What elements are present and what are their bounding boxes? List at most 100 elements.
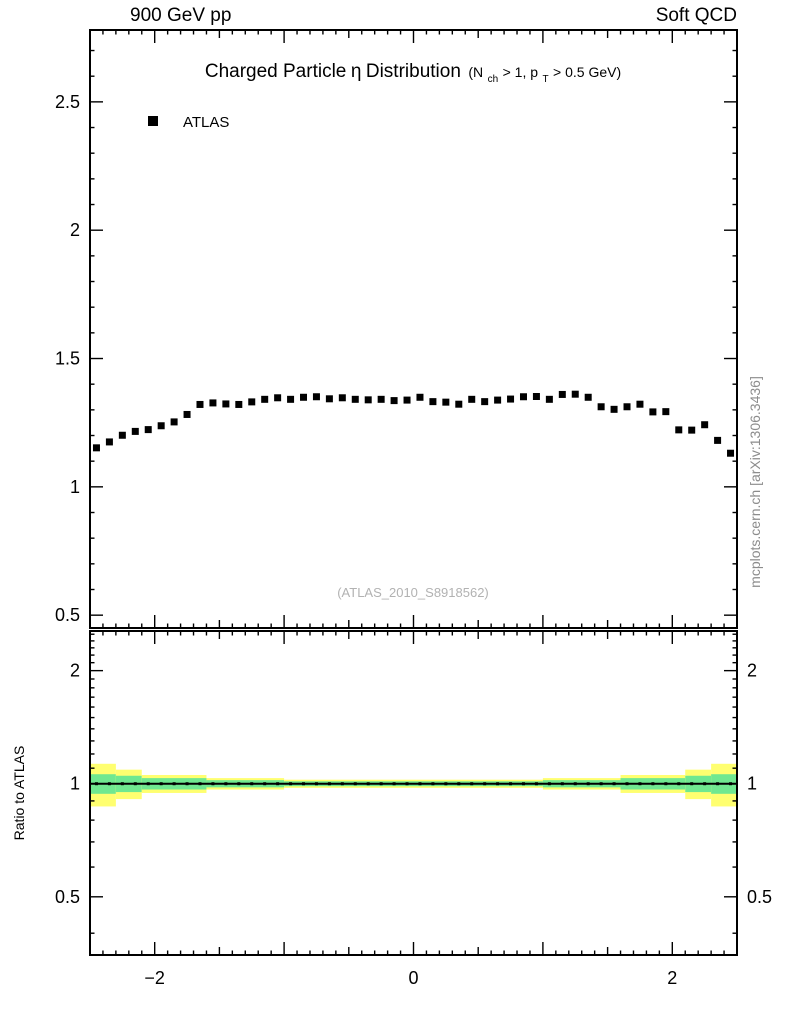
ratio-marker	[263, 782, 267, 786]
data-point	[157, 422, 165, 430]
data-point	[675, 426, 683, 434]
data-point	[714, 436, 722, 444]
ratio-marker	[405, 782, 409, 786]
data-point	[610, 405, 618, 413]
data-point	[662, 408, 670, 416]
ratio-marker	[560, 782, 564, 786]
ratio-marker	[729, 782, 733, 786]
data-point	[416, 393, 424, 401]
ratio-marker	[159, 782, 163, 786]
data-point	[131, 427, 139, 435]
ratio-marker	[146, 782, 150, 786]
ratio-marker	[185, 782, 189, 786]
data-point	[468, 395, 476, 403]
ratio-y-tick-label-left: 1	[70, 774, 80, 794]
data-point	[92, 444, 100, 452]
data-point	[351, 395, 359, 403]
ratio-y-tick-label-right: 0.5	[747, 887, 772, 907]
ratio-panel-frame	[89, 630, 738, 956]
data-point	[701, 421, 709, 429]
ratio-marker	[314, 782, 318, 786]
ratio-axis-label: Ratio to ATLAS	[11, 746, 27, 841]
data-point	[144, 426, 152, 434]
ratio-y-tick-label-left: 0.5	[55, 887, 80, 907]
ratio-marker	[302, 782, 306, 786]
ratio-marker	[444, 782, 448, 786]
ratio-marker	[120, 782, 124, 786]
data-point	[545, 395, 553, 403]
plot-title: Charged Particle η Distribution (N ch > …	[205, 61, 621, 86]
data-point	[261, 395, 269, 403]
data-point	[584, 393, 592, 401]
ratio-marker	[353, 782, 357, 786]
data-point	[558, 390, 566, 398]
data-point	[429, 398, 437, 406]
data-point	[532, 392, 540, 400]
ratio-marker	[612, 782, 616, 786]
ratio-marker	[599, 782, 603, 786]
main-y-tick-label: 1.5	[55, 349, 80, 369]
ratio-marker	[470, 782, 474, 786]
ratio-marker	[392, 782, 396, 786]
ratio-marker	[651, 782, 655, 786]
ratio-marker	[509, 782, 513, 786]
ratio-y-tick-label-right: 1	[747, 774, 757, 794]
ratio-marker	[716, 782, 720, 786]
data-point	[118, 431, 126, 439]
ratio-marker	[366, 782, 370, 786]
data-point	[312, 393, 320, 401]
ratio-marker	[224, 782, 228, 786]
ratio-marker	[237, 782, 241, 786]
axis-ticks	[90, 30, 737, 955]
data-point	[519, 393, 527, 401]
data-point	[494, 396, 502, 404]
data-points	[92, 390, 735, 457]
ratio-marker	[172, 782, 176, 786]
ratio-marker	[276, 782, 280, 786]
data-point	[183, 410, 191, 418]
ratio-marker	[483, 782, 487, 786]
data-point	[274, 394, 282, 402]
main-y-tick-label: 1	[70, 477, 80, 497]
ratio-marker	[496, 782, 500, 786]
x-tick-label: 2	[667, 968, 677, 988]
main-y-tick-label: 2	[70, 220, 80, 240]
data-point	[597, 403, 605, 411]
data-point	[300, 393, 308, 401]
data-point	[170, 418, 178, 426]
data-point	[636, 400, 644, 408]
main-y-tick-label: 0.5	[55, 605, 80, 625]
legend-label: ATLAS	[183, 114, 229, 131]
data-point	[649, 408, 657, 416]
ratio-marker	[521, 782, 525, 786]
data-point	[338, 394, 346, 402]
analysis-watermark: (ATLAS_2010_S8918562)	[337, 585, 489, 600]
x-tick-label: 0	[408, 968, 418, 988]
ratio-marker	[340, 782, 344, 786]
data-point	[377, 395, 385, 403]
ratio-reference-line	[90, 782, 737, 786]
beam-energy-label: 900 GeV pp	[130, 5, 231, 26]
data-point	[507, 395, 515, 403]
data-point	[390, 397, 398, 405]
ratio-marker	[703, 782, 707, 786]
mcplots-side-note: mcplots.cern.ch [arXiv:1306.3436]	[747, 376, 763, 588]
ratio-marker	[457, 782, 461, 786]
ratio-marker	[327, 782, 331, 786]
data-point	[623, 403, 631, 411]
ratio-y-tick-label-right: 2	[747, 661, 757, 681]
ratio-marker	[289, 782, 293, 786]
data-point	[364, 396, 372, 404]
main-y-tick-label: 2.5	[55, 92, 80, 112]
data-point	[235, 400, 243, 408]
data-point	[325, 395, 333, 403]
ratio-marker	[94, 782, 98, 786]
ratio-marker	[625, 782, 629, 786]
ratio-marker	[107, 782, 111, 786]
ratio-marker	[664, 782, 668, 786]
data-point	[287, 395, 295, 403]
data-point	[209, 399, 217, 407]
data-point	[248, 398, 256, 406]
